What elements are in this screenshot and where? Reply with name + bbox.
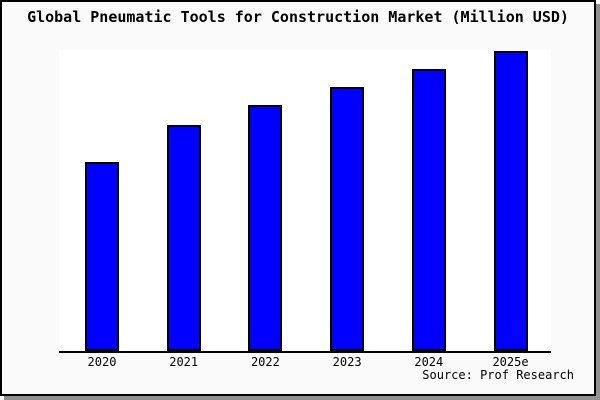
plot-area (59, 50, 551, 353)
x-tick-label-2023: 2023 (332, 355, 362, 369)
x-tick-label-2020: 2020 (87, 355, 117, 369)
source-text: Source: Prof Research (422, 368, 574, 382)
x-tick-label-2022: 2022 (250, 355, 280, 369)
bar-2020 (85, 162, 119, 351)
bar-2022 (248, 105, 283, 351)
x-tick-label-2024: 2024 (414, 355, 444, 369)
x-tick-label-2025e: 2025e (492, 355, 529, 369)
bar-2023 (330, 87, 365, 351)
x-tick-label-2021: 2021 (169, 355, 199, 369)
bar-2021 (166, 125, 201, 351)
chart-title: Global Pneumatic Tools for Construction … (27, 8, 569, 26)
bar-2024 (411, 69, 446, 351)
x-axis-labels: 2020 2021 2022 2023 2024 2025e (59, 355, 551, 371)
bar-2025e (493, 51, 528, 351)
